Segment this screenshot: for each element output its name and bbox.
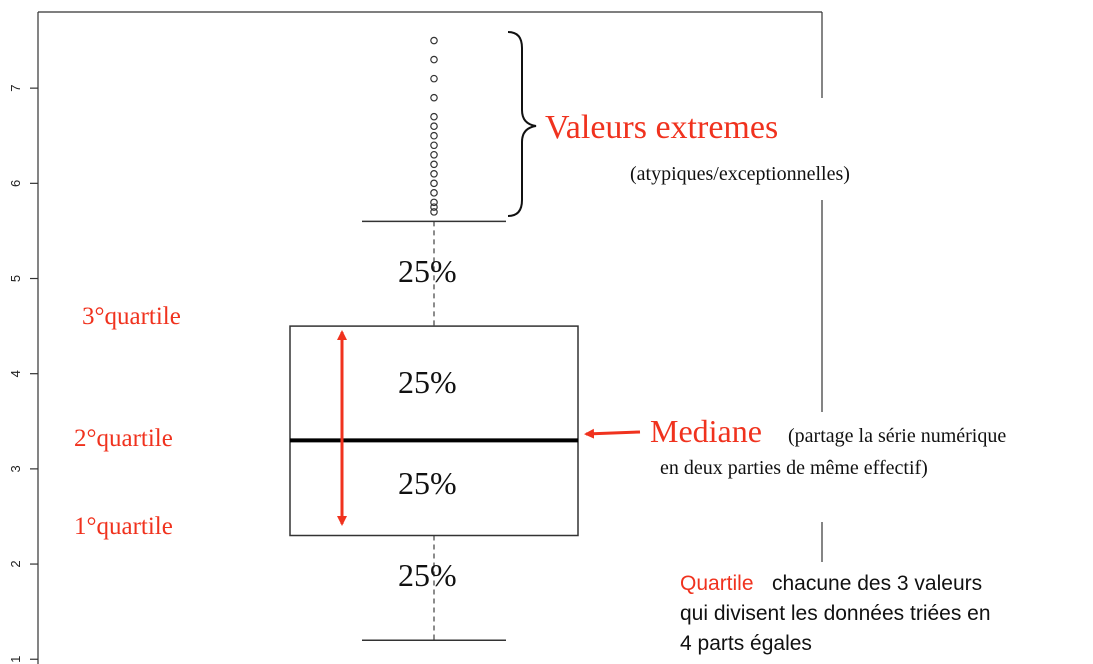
annotation: 4 parts égales [680, 632, 812, 655]
outlier [430, 74, 438, 83]
y-tick-label: 3 [8, 465, 23, 472]
annotation: Valeurs extremes [545, 109, 778, 146]
annotation: 25% [398, 557, 457, 593]
y-tick-label: 7 [8, 85, 23, 92]
y-tick-label: 1 [8, 656, 23, 663]
outlier [430, 141, 438, 150]
annotation: Quartile [680, 572, 754, 595]
outlier [430, 189, 438, 197]
annotation: en deux parties de même effectif) [660, 457, 928, 479]
outlier [430, 36, 438, 45]
annotation: chacune des 3 valeurs [772, 572, 982, 595]
annotation: 2°quartile [74, 425, 173, 452]
y-tick-label: 4 [8, 370, 23, 377]
annotation: Mediane [650, 413, 762, 449]
annotation: 3°quartile [82, 303, 181, 330]
outlier [430, 203, 438, 211]
annotation: (atypiques/exceptionnelles) [630, 163, 850, 185]
annotation: 1°quartile [74, 513, 173, 540]
outlier [430, 208, 438, 216]
annotation: 25% [398, 465, 457, 501]
outlier [430, 93, 438, 102]
outlier [430, 170, 438, 178]
outlier [430, 198, 438, 207]
box [289, 325, 579, 537]
outlier [430, 55, 438, 64]
outlier [430, 112, 438, 121]
y-tick-label: 5 [8, 275, 23, 282]
annotation: 25% [398, 253, 457, 289]
median-arrow [584, 428, 641, 439]
plot-frame [37, 11, 823, 664]
y-tick-label: 6 [8, 180, 23, 187]
outlier [430, 122, 438, 131]
annotation: (partage la série numérique [788, 425, 1006, 447]
outlier [430, 131, 438, 140]
outlier [430, 150, 438, 159]
y-tick-label: 2 [8, 560, 23, 567]
annotation: 25% [398, 364, 457, 400]
brace [507, 31, 537, 217]
outlier [430, 179, 438, 188]
annotation: qui divisent les données triées en [680, 602, 991, 625]
outlier [430, 160, 438, 169]
